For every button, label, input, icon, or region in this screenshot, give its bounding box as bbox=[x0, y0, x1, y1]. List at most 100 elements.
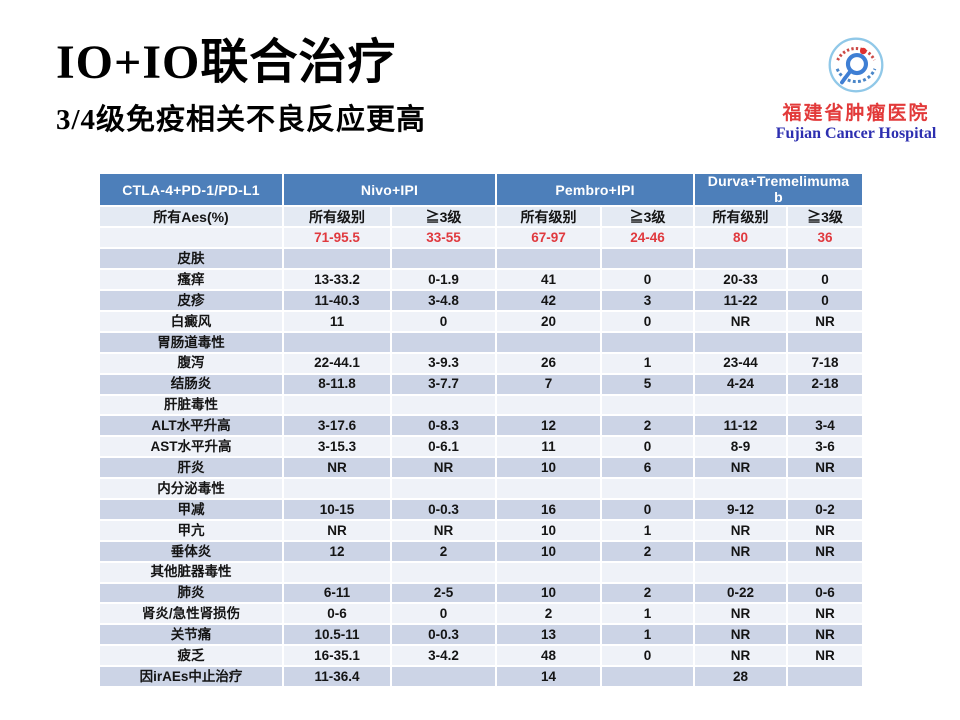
value-cell: NR bbox=[389, 518, 498, 542]
value-cell: 10 bbox=[495, 518, 603, 542]
value-cell: 10 bbox=[495, 539, 603, 563]
empty-cell bbox=[786, 247, 865, 271]
value-cell: 26 bbox=[495, 351, 603, 375]
table-row: AST水平升高 3-15.3 0-6.1 11 0 8-9 3-6 bbox=[98, 435, 865, 459]
table-row: 甲减 10-15 0-0.3 16 0 9-12 0-2 bbox=[98, 498, 865, 521]
category-row: 皮肤 bbox=[98, 247, 865, 271]
value-cell: 8-11.8 bbox=[282, 372, 392, 396]
value-cell: 12 bbox=[282, 539, 392, 563]
summary-value-cell: 80 bbox=[693, 226, 789, 250]
row-label-cell: 疲乏 bbox=[98, 644, 284, 668]
value-cell: 1 bbox=[600, 351, 696, 375]
value-cell: 16 bbox=[495, 498, 603, 521]
empty-cell bbox=[786, 393, 865, 417]
value-cell: 0 bbox=[786, 289, 865, 313]
table-row: 白癜风 11 0 20 0 NR NR bbox=[98, 310, 865, 333]
empty-cell bbox=[693, 560, 789, 584]
empty-cell bbox=[600, 247, 696, 271]
empty-cell bbox=[389, 665, 498, 689]
table-row: 瘙痒 13-33.2 0-1.9 41 0 20-33 0 bbox=[98, 268, 865, 292]
category-row: 其他脏器毒性 bbox=[98, 560, 865, 584]
empty-cell bbox=[786, 477, 865, 501]
empty-cell bbox=[495, 393, 603, 417]
empty-cell bbox=[389, 560, 498, 584]
table-row: 腹泻 22-44.1 3-9.3 26 1 23-44 7-18 bbox=[98, 351, 865, 375]
value-cell: 0-1.9 bbox=[389, 268, 498, 292]
category-label-cell: 胃肠道毒性 bbox=[98, 330, 284, 354]
value-cell: 0-2 bbox=[786, 498, 865, 521]
value-cell: NR bbox=[282, 456, 392, 480]
value-cell: 6-11 bbox=[282, 581, 392, 605]
value-cell: NR bbox=[693, 539, 789, 563]
value-cell: 42 bbox=[495, 289, 603, 313]
value-cell: 11-12 bbox=[693, 414, 789, 438]
value-cell: 11-40.3 bbox=[282, 289, 392, 313]
summary-value-cell: 71-95.5 bbox=[282, 226, 392, 250]
empty-cell bbox=[389, 477, 498, 501]
value-cell: 10-15 bbox=[282, 498, 392, 521]
row-label-cell: 肝炎 bbox=[98, 456, 284, 480]
row-label-cell: 肾炎/急性肾损伤 bbox=[98, 602, 284, 626]
hospital-emblem-icon bbox=[828, 37, 884, 93]
value-cell: 28 bbox=[693, 665, 789, 689]
hospital-name-cn: 福建省肿瘤医院 bbox=[782, 103, 930, 124]
empty-cell bbox=[693, 477, 789, 501]
empty-cell bbox=[389, 393, 498, 417]
summary-value-cell: 24-46 bbox=[600, 226, 696, 250]
value-cell: 2-18 bbox=[786, 372, 865, 396]
row-label-cell: 腹泻 bbox=[98, 351, 284, 375]
value-cell: 0 bbox=[600, 498, 696, 521]
table-row: 皮疹 11-40.3 3-4.8 42 3 11-22 0 bbox=[98, 289, 865, 313]
value-cell: 2 bbox=[600, 414, 696, 438]
value-cell: NR bbox=[786, 310, 865, 333]
row-label-cell: 肺炎 bbox=[98, 581, 284, 605]
value-cell: 23-44 bbox=[693, 351, 789, 375]
value-cell: 9-12 bbox=[693, 498, 789, 521]
value-cell: 0-0.3 bbox=[389, 623, 498, 647]
value-cell: 2-5 bbox=[389, 581, 498, 605]
value-cell: 3-9.3 bbox=[389, 351, 498, 375]
header-cell-nivo-ipi: Nivo+IPI bbox=[281, 171, 498, 208]
value-cell: NR bbox=[693, 623, 789, 647]
value-cell: 0 bbox=[389, 602, 498, 626]
value-cell: 10.5-11 bbox=[282, 623, 392, 647]
empty-cell bbox=[282, 330, 392, 354]
value-cell: 11-36.4 bbox=[282, 665, 392, 689]
value-cell: NR bbox=[693, 518, 789, 542]
row-label-cell: 甲亢 bbox=[98, 518, 284, 542]
value-cell: 0 bbox=[600, 435, 696, 459]
value-cell: NR bbox=[693, 310, 789, 333]
slide-subtitle: 3/4级免疫相关不良反应更高 bbox=[56, 104, 427, 136]
value-cell: 2 bbox=[389, 539, 498, 563]
row-label-cell: 关节痛 bbox=[98, 623, 284, 647]
value-cell: NR bbox=[693, 456, 789, 480]
value-cell: 41 bbox=[495, 268, 603, 292]
value-cell: 13-33.2 bbox=[282, 268, 392, 292]
category-row: 肝脏毒性 bbox=[98, 393, 865, 417]
value-cell: NR bbox=[786, 602, 865, 626]
table-row: 肺炎 6-11 2-5 10 2 0-22 0-6 bbox=[98, 581, 865, 605]
empty-cell bbox=[282, 560, 392, 584]
value-cell: NR bbox=[389, 456, 498, 480]
value-cell: 0-6.1 bbox=[389, 435, 498, 459]
value-cell: 1 bbox=[600, 623, 696, 647]
subheader-cell: ≧3级 bbox=[600, 205, 696, 229]
value-cell: 3-6 bbox=[786, 435, 865, 459]
subheader-cell: ≧3级 bbox=[389, 205, 498, 229]
value-cell: 0-6 bbox=[786, 581, 865, 605]
value-cell: NR bbox=[786, 623, 865, 647]
value-cell: 0-8.3 bbox=[389, 414, 498, 438]
empty-cell bbox=[600, 393, 696, 417]
category-row: 内分泌毒性 bbox=[98, 477, 865, 501]
table-row: 甲亢 NR NR 10 1 NR NR bbox=[98, 518, 865, 542]
empty-cell bbox=[495, 560, 603, 584]
value-cell: 48 bbox=[495, 644, 603, 668]
value-cell: 14 bbox=[495, 665, 603, 689]
value-cell: NR bbox=[786, 644, 865, 668]
table-row: 因irAEs中止治疗 11-36.4 14 28 bbox=[98, 665, 865, 689]
value-cell: NR bbox=[786, 539, 865, 563]
value-cell: 3-4.8 bbox=[389, 289, 498, 313]
value-cell: 10 bbox=[495, 581, 603, 605]
hospital-logo: 福建省肿瘤医院 Fujian Cancer Hospital bbox=[770, 36, 942, 143]
